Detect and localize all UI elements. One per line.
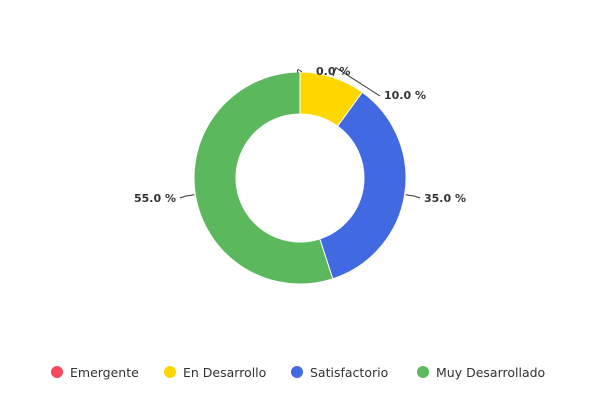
legend-item-emergente[interactable]: Emergente	[51, 365, 139, 380]
slice-satisfactorio[interactable]	[319, 91, 407, 280]
legend-marker-emergente	[51, 366, 63, 378]
connector-satisfactorio	[405, 194, 421, 199]
legend-item-en-desarrollo[interactable]: En Desarrollo	[164, 365, 266, 380]
legend: Emergente En Desarrollo Satisfactorio Muy D…	[51, 365, 545, 380]
connector-emergente	[297, 69, 303, 74]
connector-en-desarrollo	[332, 66, 381, 97]
data-label-muy-desarrollado: 55.0 %	[134, 192, 176, 205]
data-label-connectors	[179, 66, 421, 199]
legend-marker-muy-desarrollado	[417, 366, 429, 378]
data-label-emergente: 0.0 %	[316, 65, 350, 78]
legend-label-muy-desarrollado: Muy Desarrollado	[436, 365, 545, 380]
legend-marker-satisfactorio	[291, 366, 303, 378]
legend-label-emergente: Emergente	[70, 365, 139, 380]
donut-slices	[193, 71, 407, 285]
connector-muy-desarrollado	[179, 194, 195, 199]
data-label-satisfactorio: 35.0 %	[424, 192, 466, 205]
legend-label-en-desarrollo: En Desarrollo	[183, 365, 266, 380]
legend-item-muy-desarrollado[interactable]: Muy Desarrollado	[417, 365, 545, 380]
data-label-en-desarrollo: 10.0 %	[384, 89, 426, 102]
legend-marker-en-desarrollo	[164, 366, 176, 378]
slice-muy-desarrollado[interactable]	[193, 71, 334, 285]
legend-label-satisfactorio: Satisfactorio	[310, 365, 388, 380]
data-labels: 0.0 % 10.0 % 35.0 % 55.0 %	[134, 65, 466, 205]
legend-item-satisfactorio[interactable]: Satisfactorio	[291, 365, 388, 380]
